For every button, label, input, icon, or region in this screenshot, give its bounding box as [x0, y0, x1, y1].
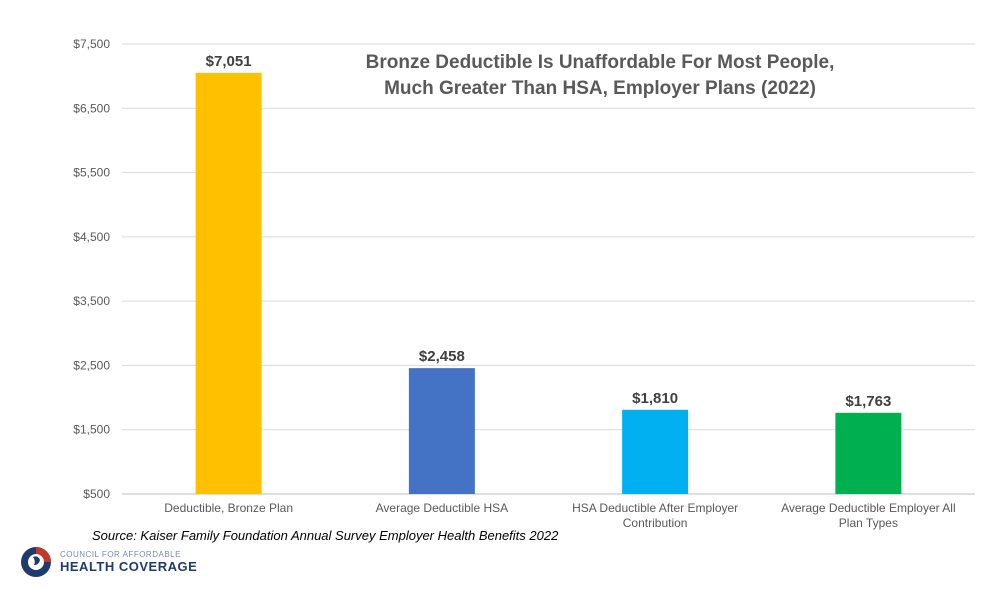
logo-mark-icon — [21, 547, 51, 577]
y-tick-label: $7,500 — [73, 37, 110, 51]
x-tick-label: Contribution — [623, 516, 688, 530]
data-label: $7,051 — [206, 53, 252, 70]
x-tick-label: Plan Types — [839, 516, 898, 530]
y-tick-label: $4,500 — [73, 230, 110, 244]
bar — [622, 409, 689, 494]
data-label: $1,763 — [845, 393, 891, 410]
bar — [195, 72, 262, 494]
y-tick-label: $2,500 — [73, 358, 110, 372]
x-tick-label: Average Deductible Employer All — [781, 501, 956, 515]
data-label: $1,810 — [632, 390, 678, 407]
chart-title-line-2: Much Greater Than HSA, Employer Plans (2… — [384, 78, 816, 99]
logo-text-top: COUNCIL FOR AFFORDABLE — [60, 550, 181, 559]
y-tick-label: $5,500 — [73, 166, 110, 180]
logo-text-bottom: HEALTH COVERAGE — [60, 559, 198, 574]
chart-title-line-1: Bronze Deductible Is Unaffordable For Mo… — [365, 52, 835, 73]
bar — [835, 412, 902, 494]
y-tick-label: $6,500 — [73, 101, 110, 115]
x-tick-label: HSA Deductible After Employer — [572, 501, 738, 515]
y-tick-label: $1,500 — [73, 423, 110, 437]
y-tick-label: $500 — [83, 487, 110, 501]
x-tick-label: Average Deductible HSA — [376, 501, 509, 515]
chart-title: Bronze Deductible Is Unaffordable For Mo… — [330, 50, 870, 102]
y-tick-label: $3,500 — [73, 294, 110, 308]
data-label: $2,458 — [419, 348, 465, 365]
bar — [408, 368, 475, 494]
organization-logo: COUNCIL FOR AFFORDABLE HEALTH COVERAGE — [18, 544, 218, 580]
x-tick-label: Deductible, Bronze Plan — [164, 501, 293, 515]
source-note: Source: Kaiser Family Foundation Annual … — [92, 528, 559, 543]
